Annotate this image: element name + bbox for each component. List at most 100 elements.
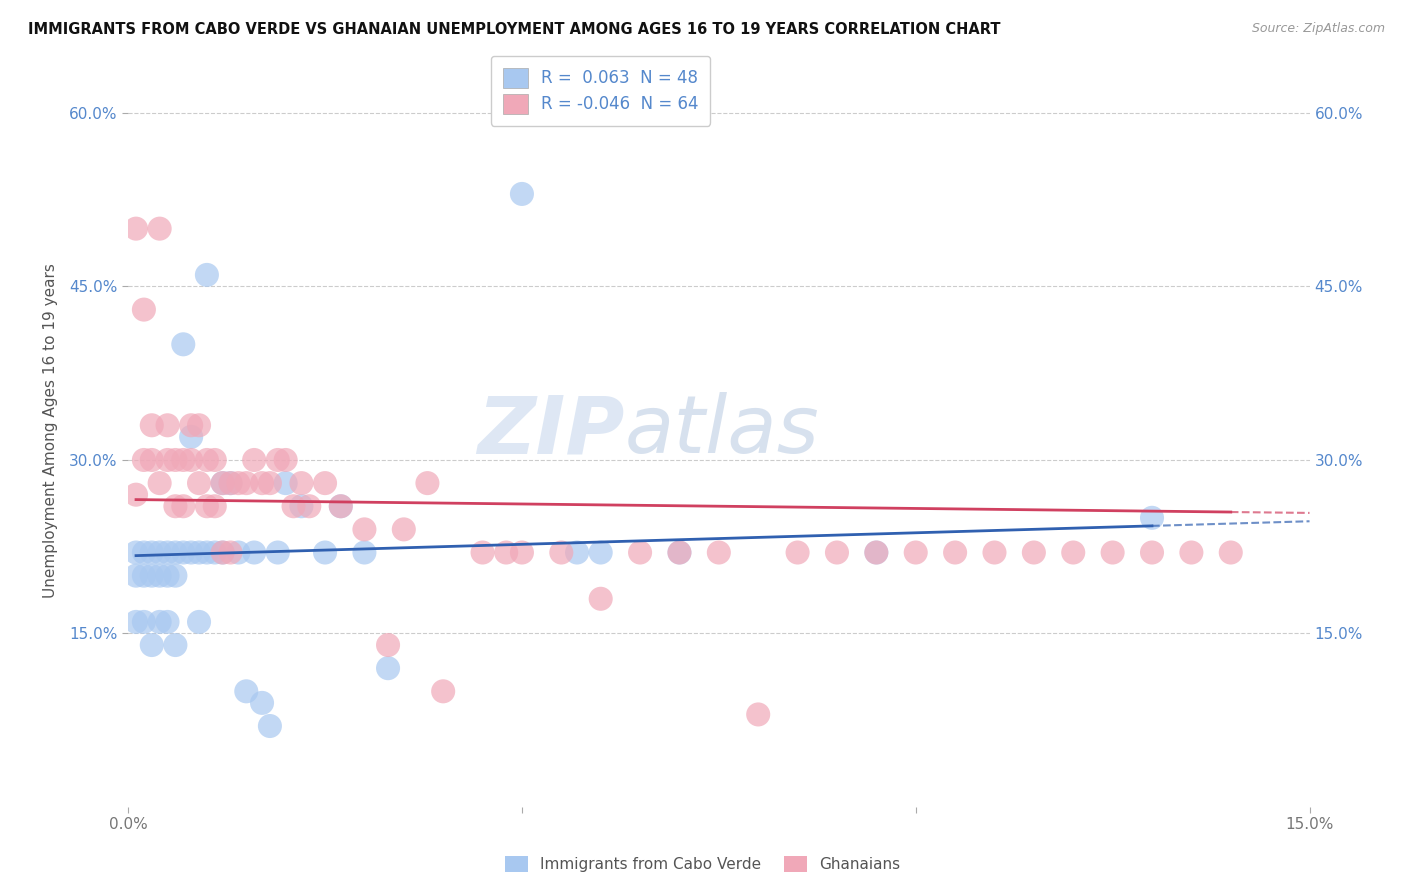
- Point: [943, 545, 966, 559]
- Point: [707, 545, 730, 559]
- Point: [825, 545, 848, 559]
- Point: [668, 545, 690, 559]
- Point: [211, 545, 233, 559]
- Point: [125, 221, 148, 235]
- Point: [329, 500, 352, 514]
- Point: [156, 615, 179, 629]
- Point: [1140, 545, 1163, 559]
- Text: Source: ZipAtlas.com: Source: ZipAtlas.com: [1251, 22, 1385, 36]
- Text: IMMIGRANTS FROM CABO VERDE VS GHANAIAN UNEMPLOYMENT AMONG AGES 16 TO 19 YEARS CO: IMMIGRANTS FROM CABO VERDE VS GHANAIAN U…: [28, 22, 1001, 37]
- Point: [628, 545, 651, 559]
- Point: [510, 545, 533, 559]
- Point: [156, 453, 179, 467]
- Point: [250, 476, 273, 491]
- Point: [211, 476, 233, 491]
- Point: [235, 684, 257, 698]
- Point: [565, 545, 588, 559]
- Text: atlas: atlas: [624, 392, 820, 470]
- Point: [589, 591, 612, 606]
- Point: [156, 568, 179, 582]
- Point: [172, 337, 194, 351]
- Point: [550, 545, 572, 559]
- Point: [125, 568, 148, 582]
- Point: [1140, 511, 1163, 525]
- Point: [180, 545, 202, 559]
- Point: [141, 568, 163, 582]
- Point: [250, 696, 273, 710]
- Point: [353, 522, 375, 536]
- Point: [267, 453, 290, 467]
- Point: [188, 476, 211, 491]
- Point: [195, 500, 218, 514]
- Point: [165, 545, 187, 559]
- Point: [235, 476, 257, 491]
- Point: [149, 615, 172, 629]
- Point: [786, 545, 808, 559]
- Point: [219, 476, 242, 491]
- Point: [141, 418, 163, 433]
- Point: [165, 453, 187, 467]
- Legend: Immigrants from Cabo Verde, Ghanaians: Immigrants from Cabo Verde, Ghanaians: [498, 848, 908, 880]
- Point: [329, 500, 352, 514]
- Point: [132, 568, 155, 582]
- Point: [259, 719, 281, 733]
- Point: [228, 476, 250, 491]
- Point: [149, 545, 172, 559]
- Point: [904, 545, 927, 559]
- Point: [165, 568, 187, 582]
- Point: [228, 545, 250, 559]
- Point: [125, 545, 148, 559]
- Point: [274, 476, 297, 491]
- Point: [132, 545, 155, 559]
- Point: [132, 302, 155, 317]
- Point: [172, 453, 194, 467]
- Point: [219, 476, 242, 491]
- Point: [180, 453, 202, 467]
- Point: [141, 453, 163, 467]
- Point: [1022, 545, 1045, 559]
- Point: [314, 545, 336, 559]
- Point: [132, 453, 155, 467]
- Point: [125, 488, 148, 502]
- Point: [589, 545, 612, 559]
- Point: [195, 453, 218, 467]
- Point: [274, 453, 297, 467]
- Point: [195, 545, 218, 559]
- Point: [392, 522, 415, 536]
- Point: [290, 476, 312, 491]
- Legend: R =  0.063  N = 48, R = -0.046  N = 64: R = 0.063 N = 48, R = -0.046 N = 64: [491, 56, 710, 126]
- Point: [283, 500, 305, 514]
- Point: [211, 545, 233, 559]
- Point: [165, 500, 187, 514]
- Point: [983, 545, 1005, 559]
- Point: [747, 707, 769, 722]
- Y-axis label: Unemployment Among Ages 16 to 19 years: Unemployment Among Ages 16 to 19 years: [44, 264, 58, 599]
- Point: [432, 684, 454, 698]
- Point: [132, 615, 155, 629]
- Point: [865, 545, 887, 559]
- Point: [298, 500, 321, 514]
- Point: [156, 418, 179, 433]
- Point: [1101, 545, 1123, 559]
- Point: [204, 545, 226, 559]
- Point: [156, 545, 179, 559]
- Point: [141, 545, 163, 559]
- Point: [172, 545, 194, 559]
- Point: [125, 615, 148, 629]
- Point: [172, 500, 194, 514]
- Point: [149, 221, 172, 235]
- Point: [180, 430, 202, 444]
- Point: [188, 418, 211, 433]
- Point: [353, 545, 375, 559]
- Point: [243, 453, 266, 467]
- Point: [377, 638, 399, 652]
- Point: [1180, 545, 1202, 559]
- Point: [188, 615, 211, 629]
- Point: [510, 186, 533, 201]
- Point: [416, 476, 439, 491]
- Point: [495, 545, 517, 559]
- Point: [267, 545, 290, 559]
- Point: [211, 476, 233, 491]
- Point: [471, 545, 494, 559]
- Point: [290, 500, 312, 514]
